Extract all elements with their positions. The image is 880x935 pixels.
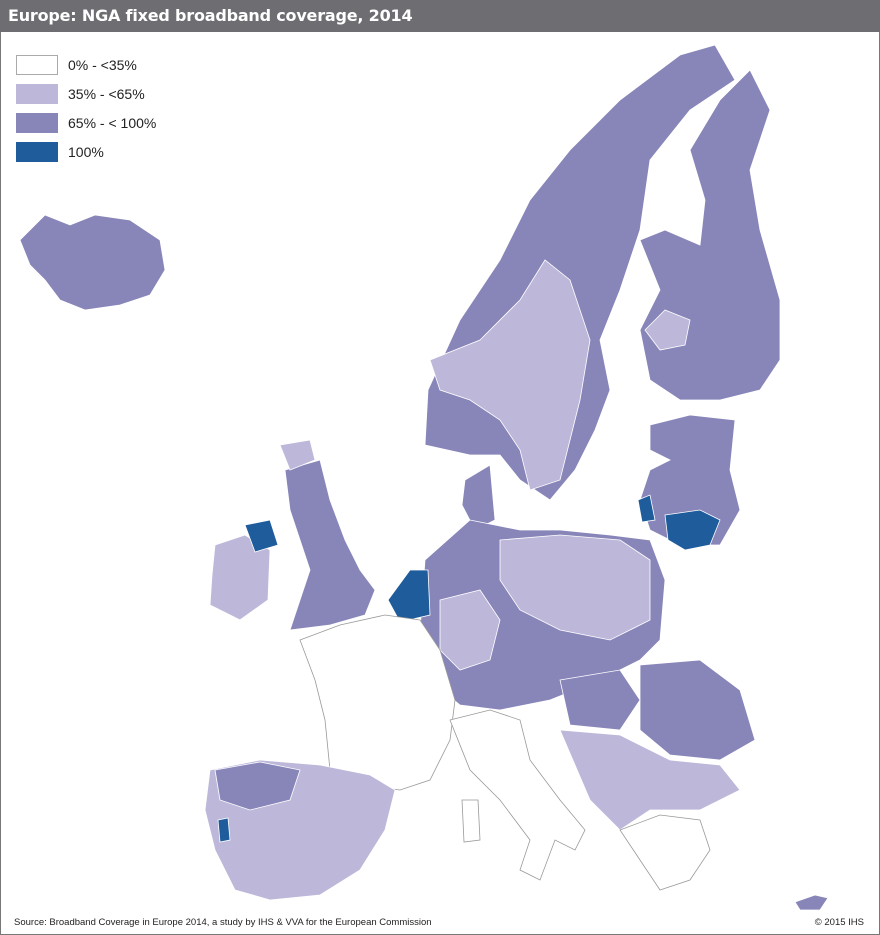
legend-label: 100% [68, 143, 104, 160]
legend-label: 0% - <35% [68, 56, 137, 73]
region-romania [639, 659, 756, 761]
legend-item: 0% - <35% [16, 50, 156, 79]
region-netherlands [387, 569, 431, 623]
region-denmark [461, 464, 496, 531]
region-iceland [19, 214, 166, 311]
map-title: Europe: NGA fixed broadband coverage, 20… [8, 6, 413, 25]
legend-item: 100% [16, 137, 156, 166]
region-ireland [209, 534, 271, 621]
region-lithuania-full [664, 509, 721, 551]
region-italy [449, 709, 586, 881]
region-sardinia [461, 799, 481, 843]
region-france [299, 614, 456, 791]
region-hungary [559, 669, 641, 731]
region-greece [619, 814, 711, 891]
legend: 0% - <35% 35% - <65% 65% - < 100% 100% [16, 50, 156, 166]
source-note: Source: Broadband Coverage in Europe 201… [14, 917, 432, 928]
legend-item: 65% - < 100% [16, 108, 156, 137]
region-iberia-mid [214, 761, 301, 811]
region-poland-light [499, 534, 651, 641]
legend-item: 35% - <65% [16, 79, 156, 108]
region-great-britain [284, 459, 376, 631]
legend-swatch [16, 112, 58, 133]
region-balkans [559, 729, 741, 831]
region-northern-ireland [244, 519, 279, 553]
copyright: © 2015 IHS [814, 917, 864, 928]
region-latvia-coast-full [637, 494, 656, 523]
region-scotland-islands [279, 439, 316, 471]
region-cyprus [794, 894, 829, 911]
legend-label: 35% - <65% [68, 85, 145, 102]
region-portugal-full [217, 817, 231, 843]
legend-swatch [16, 141, 58, 162]
legend-swatch [16, 83, 58, 104]
legend-label: 65% - < 100% [68, 114, 157, 131]
title-bar: Europe: NGA fixed broadband coverage, 20… [0, 0, 880, 32]
legend-swatch [16, 54, 58, 75]
region-finland-light [644, 309, 691, 351]
region-sweden-inland [429, 259, 591, 491]
